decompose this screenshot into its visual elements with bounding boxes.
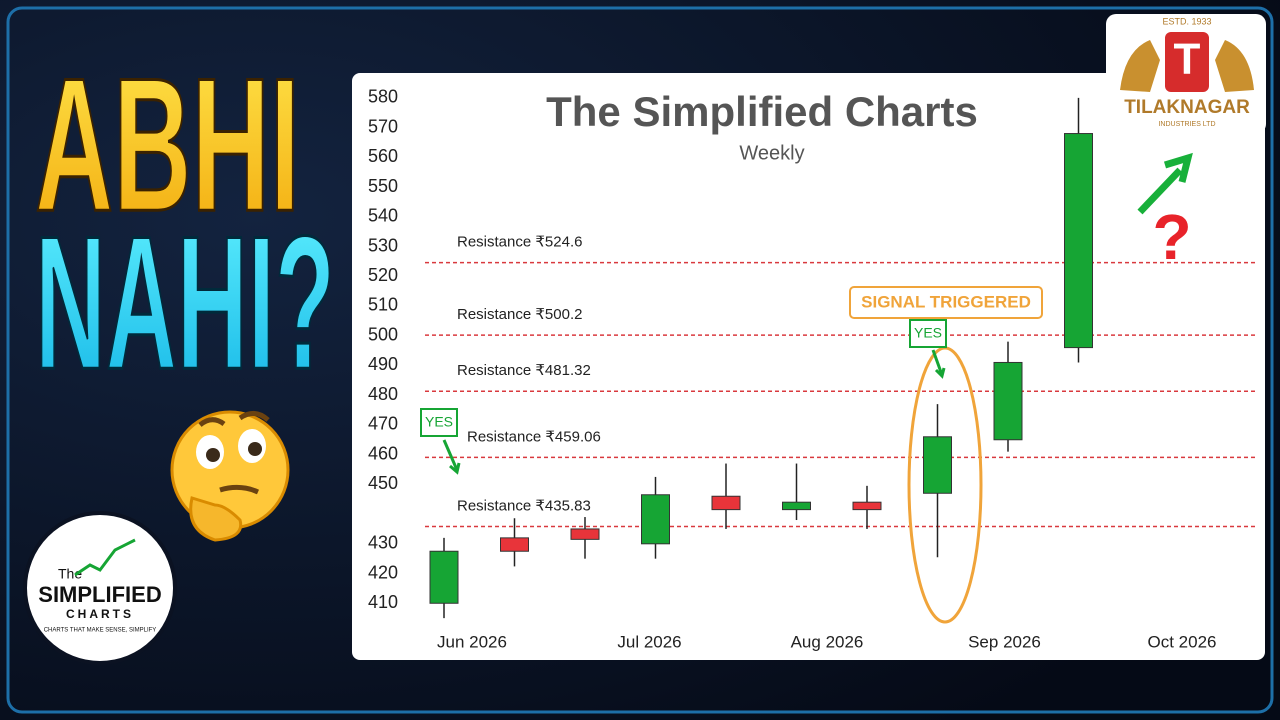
candle-body xyxy=(641,494,670,545)
x-tick-label: Sep 2026 xyxy=(968,632,1041,651)
up-arrow xyxy=(1137,152,1193,215)
chart-subtitle: Weekly xyxy=(739,142,804,164)
candle-body xyxy=(993,361,1023,441)
resistance-label: Resistance ₹481.32 xyxy=(457,362,591,379)
candle-body xyxy=(1064,133,1093,349)
question-mark: ? xyxy=(1152,201,1191,273)
y-tick-label: 540 xyxy=(368,206,398,226)
y-tick-label: 560 xyxy=(368,146,398,166)
resistance-label: Resistance ₹459.06 xyxy=(467,428,601,445)
brand-estd: ESTD. 1933 xyxy=(1162,16,1211,26)
frame xyxy=(6,6,1274,714)
yes-arrow xyxy=(931,349,946,379)
x-tick-label: Oct 2026 xyxy=(1148,632,1217,651)
y-tick-label: 480 xyxy=(368,384,398,404)
y-tick-label: 570 xyxy=(368,116,398,136)
chart-title: The Simplified Charts xyxy=(546,88,978,135)
yes-label: YES xyxy=(425,414,453,430)
y-tick-label: 550 xyxy=(368,176,398,196)
brand-logo: ESTD. 1933 T TILAKNAGAR INDUSTRIES LTD xyxy=(1106,14,1266,134)
y-tick-label: 500 xyxy=(368,324,398,344)
y-tick-label: 580 xyxy=(368,87,398,107)
chart-panel xyxy=(352,73,1265,660)
x-tick-label: Jul 2026 xyxy=(617,632,681,651)
logo-tagline: CHARTS THAT MAKE SENSE, SIMPLIFY xyxy=(44,628,157,634)
candle-body xyxy=(923,436,952,494)
candle-body xyxy=(852,501,882,511)
candle-body xyxy=(782,501,811,511)
y-tick-label: 460 xyxy=(368,443,398,463)
y-tick-label: 520 xyxy=(368,265,398,285)
resistance-label: Resistance ₹500.2 xyxy=(457,306,582,323)
yes-label: YES xyxy=(914,325,942,341)
plot: 580 570 560 550 540 530 520 510 500 490 480 470 460 4… xyxy=(368,87,1255,651)
logo-the: The xyxy=(58,566,82,582)
x-tick-label: Jun 2026 xyxy=(437,632,507,651)
candle-body xyxy=(500,537,529,552)
y-tick-label: 450 xyxy=(368,473,398,493)
headline-2: NAHI? xyxy=(35,197,335,409)
yes-box xyxy=(909,319,947,348)
y-tick-label: 470 xyxy=(368,414,398,434)
resistance-label: Resistance ₹524.6 xyxy=(457,234,582,251)
yes-arrow xyxy=(442,439,461,475)
candle-body xyxy=(429,550,459,604)
resistance-label: Resistance ₹435.83 xyxy=(457,497,591,514)
headline-1: ABHI xyxy=(35,39,300,251)
svg-text:T: T xyxy=(1174,35,1201,84)
y-tick-label: 530 xyxy=(368,235,398,255)
signal-label: SIGNAL TRIGGERED xyxy=(861,292,1031,311)
y-tick-label: 430 xyxy=(368,533,398,553)
logo-name: SIMPLIFIED xyxy=(38,582,161,607)
y-tick-label: 410 xyxy=(368,592,398,612)
y-tick-label: 490 xyxy=(368,354,398,374)
logo-sub: CHARTS xyxy=(66,607,134,621)
y-tick-label: 420 xyxy=(368,562,398,582)
x-tick-label: Aug 2026 xyxy=(791,632,864,651)
brand-sub: INDUSTRIES LTD xyxy=(1158,121,1215,128)
thinking-emoji xyxy=(170,410,290,542)
yes-box xyxy=(420,408,458,437)
candle-body xyxy=(570,528,600,540)
brand-name: TILAKNAGAR xyxy=(1124,97,1250,118)
y-tick-label: 510 xyxy=(368,295,398,315)
channel-logo: The SIMPLIFIED CHARTS CHARTS THAT MAKE S… xyxy=(23,511,177,665)
signal-box xyxy=(849,286,1043,319)
candle-body xyxy=(711,495,741,511)
